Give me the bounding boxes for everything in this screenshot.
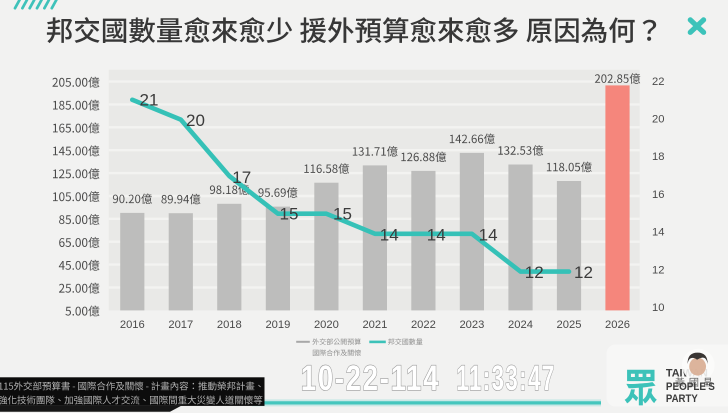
svg-text:11:33:47: 11:33:47 bbox=[456, 360, 555, 398]
svg-text:22: 22 bbox=[652, 76, 664, 88]
svg-text:2021: 2021 bbox=[362, 319, 387, 331]
svg-text:10: 10 bbox=[652, 302, 664, 314]
svg-text:15: 15 bbox=[333, 204, 352, 223]
svg-text:2020: 2020 bbox=[314, 319, 339, 331]
svg-text:20: 20 bbox=[652, 114, 664, 126]
svg-text:12: 12 bbox=[525, 263, 544, 282]
svg-text:2018: 2018 bbox=[217, 319, 242, 331]
svg-text:21: 21 bbox=[140, 91, 159, 110]
svg-text:2022: 2022 bbox=[411, 319, 436, 331]
svg-text:2026: 2026 bbox=[605, 319, 630, 331]
svg-text:20: 20 bbox=[186, 111, 205, 130]
svg-text:15: 15 bbox=[280, 204, 299, 223]
svg-text:2024: 2024 bbox=[508, 319, 533, 331]
svg-text:12: 12 bbox=[652, 264, 664, 276]
svg-text:2025: 2025 bbox=[557, 319, 582, 331]
svg-text:PEOPLE'S: PEOPLE'S bbox=[666, 382, 715, 393]
svg-text:2019: 2019 bbox=[265, 319, 290, 331]
svg-text:12: 12 bbox=[574, 263, 593, 282]
svg-text:PARTY: PARTY bbox=[666, 394, 698, 406]
svg-text:2017: 2017 bbox=[168, 319, 193, 331]
svg-text:2016: 2016 bbox=[120, 319, 145, 331]
svg-text:17: 17 bbox=[232, 168, 251, 187]
svg-text:18: 18 bbox=[652, 151, 664, 163]
svg-text:14: 14 bbox=[380, 225, 399, 244]
svg-text:2023: 2023 bbox=[459, 319, 484, 331]
svg-text:14: 14 bbox=[427, 225, 446, 244]
svg-text:16: 16 bbox=[652, 189, 664, 201]
svg-text:14: 14 bbox=[479, 225, 498, 244]
svg-text:14: 14 bbox=[652, 227, 664, 239]
svg-text:10-22-114: 10-22-114 bbox=[301, 359, 440, 398]
